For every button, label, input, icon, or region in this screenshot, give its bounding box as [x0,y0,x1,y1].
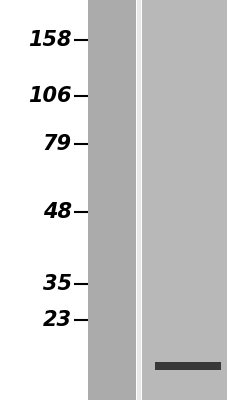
Bar [142,0,227,400]
Text: 35: 35 [43,274,72,294]
Text: 158: 158 [28,30,72,50]
Text: 23: 23 [43,310,72,330]
Bar [87,0,135,400]
Text: 48: 48 [43,202,72,222]
Bar [154,362,220,370]
Text: 79: 79 [43,134,72,154]
Text: 106: 106 [28,86,72,106]
